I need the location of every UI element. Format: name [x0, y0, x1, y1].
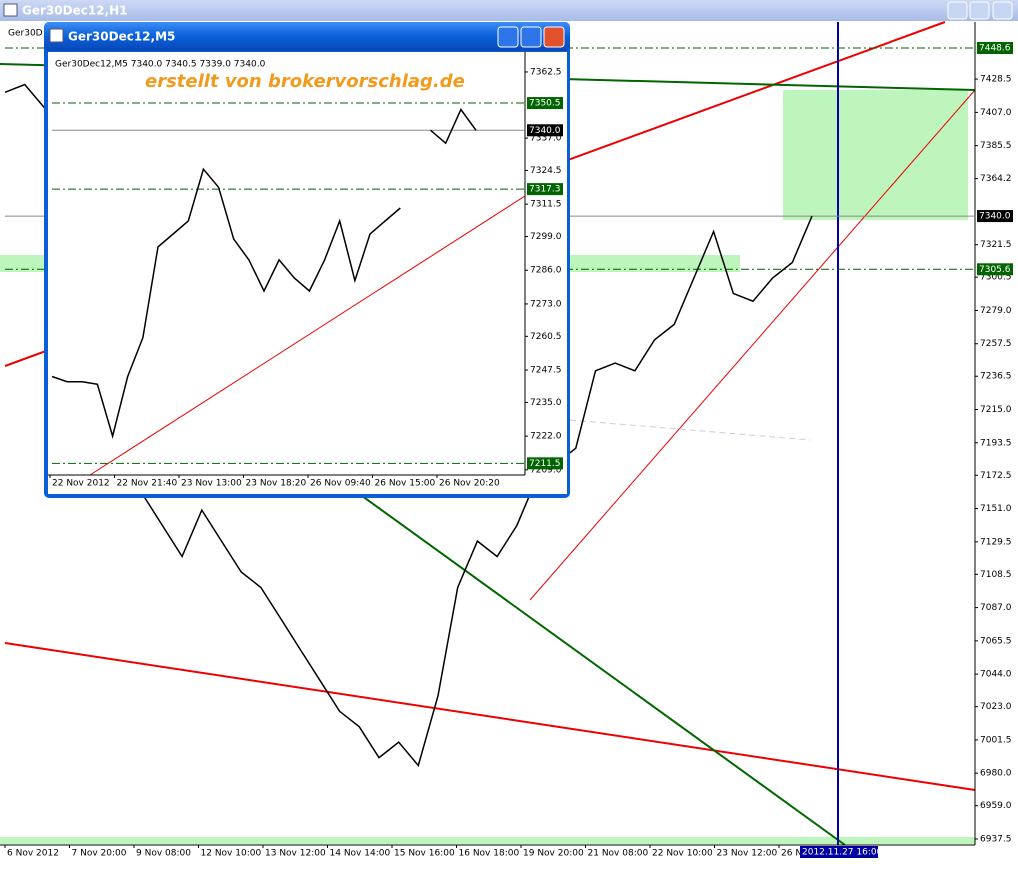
x-tick-label: 22 Nov 2012 [52, 479, 110, 489]
minimize-button[interactable] [947, 1, 968, 20]
zone [0, 837, 975, 844]
trend-line [569, 419, 811, 441]
level-box [527, 124, 563, 137]
y-tick-label: 7362.5 [530, 67, 562, 77]
y-tick-label: 7247.5 [530, 366, 562, 376]
y-tick-label: 6937.5 [980, 834, 1012, 844]
x-tick-label: 16 Nov 18:00 [459, 849, 520, 859]
y-tick-label: 7321.5 [980, 240, 1012, 250]
watermark: erstellt von brokervorschlag.de [145, 71, 465, 92]
cursor-time: 2012.11.27 16:00 [802, 848, 883, 858]
y-tick-label: 7235.0 [530, 398, 562, 408]
y-tick-label: 7299.0 [530, 232, 562, 242]
x-tick-label: 12 Nov 10:00 [201, 849, 262, 859]
y-tick-label: 7257.5 [980, 339, 1012, 349]
level-label: 7305.6 [979, 265, 1011, 275]
x-tick-label: 22 Nov 10:00 [652, 849, 713, 859]
y-tick-label: 7172.5 [980, 471, 1012, 481]
y-tick-label: 7428.5 [980, 75, 1012, 85]
x-tick-label: 26 No [781, 849, 808, 859]
inner-window: Ger30Dec12,M5 Ger30Dec12,M5 7340.0 7340.… [44, 22, 570, 498]
close-button[interactable] [992, 1, 1013, 20]
window-title: Ger30Dec12,H1 [22, 4, 127, 18]
minimize-button[interactable] [497, 26, 519, 48]
level-label: 7211.5 [529, 459, 561, 469]
title-bar [44, 22, 570, 51]
level-box [977, 41, 1013, 54]
title-bar [0, 0, 1018, 21]
close-button[interactable] [543, 26, 565, 48]
y-tick-label: 7222.0 [530, 432, 562, 442]
trend-line [4, 642, 976, 791]
price-line [51, 108, 477, 439]
level-label: 7317.3 [529, 185, 561, 195]
level-box [977, 210, 1013, 223]
y-tick-label: 7324.5 [530, 166, 562, 176]
x-tick-label: 23 Nov 12:00 [717, 849, 778, 859]
x-tick-label: 15 Nov 16:00 [394, 849, 455, 859]
y-tick-label: 7273.0 [530, 299, 562, 309]
window-icon [49, 28, 64, 43]
level-box [527, 183, 563, 196]
y-tick-label: 7260.5 [530, 332, 562, 342]
y-tick-label: 7337.0 [530, 134, 562, 144]
y-tick-label: 7108.5 [980, 570, 1012, 580]
x-tick-label: 21 Nov 08:00 [588, 849, 649, 859]
y-tick-label: 7151.0 [980, 504, 1012, 514]
x-tick-label: 9 Nov 08:00 [136, 849, 191, 859]
x-tick-label: 26 Nov 15:00 [375, 479, 436, 489]
y-tick-label: 7364.2 [980, 174, 1012, 184]
y-tick-label: 7193.5 [980, 438, 1012, 448]
x-tick-label: 22 Nov 21:40 [117, 479, 178, 489]
y-tick-label: 6980.0 [980, 769, 1012, 779]
y-tick-label: 7286.0 [530, 266, 562, 276]
x-tick-label: 23 Nov 13:00 [181, 479, 242, 489]
trend-line [529, 89, 976, 601]
y-tick-label: 7311.5 [530, 200, 562, 210]
y-tick-label: 7407.0 [980, 108, 1012, 118]
y-tick-label: 7023.0 [980, 702, 1012, 712]
level-label: 7340.0 [529, 126, 561, 136]
level-box [977, 263, 1013, 276]
zone [783, 90, 968, 220]
x-tick-label: 26 Nov 20:20 [439, 479, 500, 489]
cursor-time-box [800, 846, 878, 858]
level-label: 7350.5 [529, 99, 561, 109]
x-tick-label: 6 Nov 2012 [7, 849, 59, 859]
y-tick-label: 7001.5 [980, 735, 1012, 745]
level-label: 7448.6 [979, 43, 1011, 53]
x-tick-label: 19 Nov 20:00 [523, 849, 584, 859]
window-title: Ger30Dec12,M5 [68, 30, 175, 44]
trend-line [89, 195, 526, 476]
y-tick-label: 6959.0 [980, 801, 1012, 811]
y-tick-label: 7300.5 [980, 273, 1012, 283]
level-box [527, 97, 563, 110]
x-tick-label: 23 Nov 18:20 [246, 479, 307, 489]
maximize-button[interactable] [520, 26, 542, 48]
x-tick-label: 14 Nov 14:00 [330, 849, 391, 859]
y-tick-label: 7209.0 [530, 465, 562, 475]
window-icon [3, 3, 18, 17]
info-line: Ger30Dec12,M5 7340.0 7340.5 7339.0 7340.… [55, 60, 266, 70]
x-tick-label: 7 Nov 20:00 [72, 849, 127, 859]
y-tick-label: 7279.0 [980, 306, 1012, 316]
y-tick-label: 7215.0 [980, 405, 1012, 415]
y-tick-label: 7129.5 [980, 537, 1012, 547]
level-label: 7340.0 [979, 212, 1011, 222]
x-tick-label: 26 Nov 09:40 [310, 479, 371, 489]
y-tick-label: 7385.5 [980, 141, 1012, 151]
level-box [527, 457, 563, 470]
trend-line [339, 479, 846, 846]
x-tick-label: 13 Nov 12:00 [265, 849, 326, 859]
restore-button[interactable] [969, 1, 990, 20]
y-tick-label: 7236.5 [980, 372, 1012, 382]
y-tick-label: 7065.5 [980, 636, 1012, 646]
y-tick-label: 7087.0 [980, 603, 1012, 613]
y-tick-label: 7044.0 [980, 670, 1012, 680]
symbol-label: Ger30D [8, 29, 43, 39]
chart-area [48, 52, 567, 494]
